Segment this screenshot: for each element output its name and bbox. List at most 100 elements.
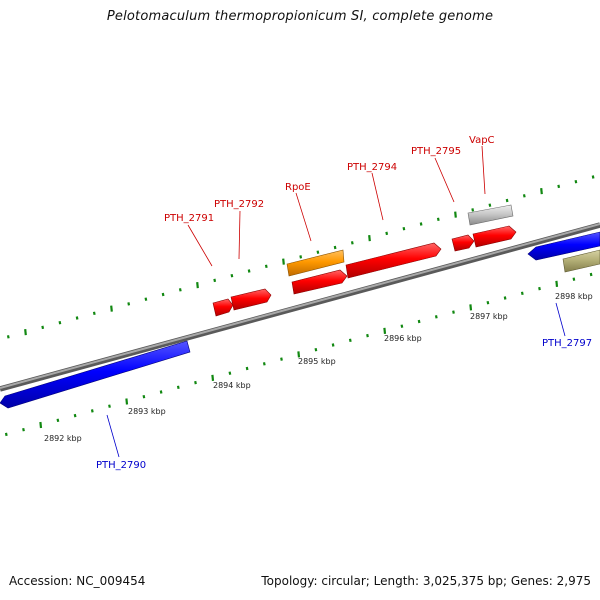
gene-label-pth-2792: PTH_2792 bbox=[214, 199, 264, 210]
reverse-strand-ticks bbox=[4, 272, 593, 437]
gene-label-pth-2791: PTH_2791 bbox=[164, 213, 214, 224]
minor-tick bbox=[434, 315, 438, 319]
minor-tick bbox=[230, 273, 234, 278]
minor-tick bbox=[22, 427, 25, 432]
minor-tick bbox=[262, 362, 266, 366]
minor-tick bbox=[92, 311, 96, 316]
minor-tick bbox=[178, 288, 182, 292]
gene-label-pth-2790: PTH_2790 bbox=[96, 460, 146, 471]
gene-label-rpoe: RpoE bbox=[285, 182, 311, 193]
minor-tick bbox=[417, 319, 421, 324]
scale-label-2894: 2894 kbp bbox=[213, 381, 251, 390]
gene-vapc[interactable] bbox=[472, 225, 517, 248]
minor-tick bbox=[505, 198, 509, 203]
gene-label-vapc: VapC bbox=[469, 135, 495, 146]
major-tick bbox=[297, 351, 301, 358]
minor-tick bbox=[228, 371, 232, 375]
minor-tick bbox=[299, 255, 303, 259]
minor-tick bbox=[350, 241, 354, 245]
minor-tick bbox=[4, 432, 8, 437]
minor-tick bbox=[400, 324, 404, 328]
minor-tick bbox=[194, 380, 197, 385]
major-tick bbox=[469, 304, 473, 311]
minor-tick bbox=[75, 316, 79, 320]
minor-tick bbox=[538, 286, 541, 291]
gene-rpoe[interactable] bbox=[291, 269, 348, 295]
scale-label-2898: 2898 kbp bbox=[555, 292, 593, 301]
major-tick bbox=[454, 211, 457, 218]
gene-unlabeled-olive[interactable] bbox=[562, 249, 600, 273]
scale-label-2897: 2897 kbp bbox=[470, 312, 508, 321]
minor-tick bbox=[280, 357, 283, 361]
minor-tick bbox=[213, 278, 217, 283]
accession-text: Accession: NC_009454 bbox=[9, 574, 146, 588]
minor-tick bbox=[348, 338, 352, 343]
gene-label-pth-2794: PTH_2794 bbox=[347, 162, 397, 173]
minor-tick bbox=[522, 194, 526, 198]
gene-label-pth-2795: PTH_2795 bbox=[411, 146, 461, 157]
scale-label-2893: 2893 kbp bbox=[128, 407, 166, 416]
minor-tick bbox=[591, 175, 595, 179]
minor-tick bbox=[419, 222, 423, 226]
gene-pth-2794[interactable] bbox=[345, 242, 442, 279]
minor-tick bbox=[73, 413, 77, 418]
minor-tick bbox=[436, 217, 440, 222]
minor-tick bbox=[245, 366, 249, 371]
minor-tick bbox=[247, 269, 251, 273]
minor-tick bbox=[589, 272, 593, 277]
minor-tick bbox=[486, 300, 490, 305]
gene-vapc-pseudo[interactable] bbox=[467, 204, 514, 226]
minor-tick bbox=[452, 310, 455, 314]
minor-tick bbox=[331, 343, 335, 347]
major-tick bbox=[125, 398, 129, 405]
forward-label-leaders bbox=[187, 145, 486, 267]
minor-tick bbox=[142, 394, 146, 399]
reverse-label-leaders bbox=[106, 302, 566, 458]
minor-tick bbox=[572, 277, 576, 281]
scale-label-2892: 2892 kbp bbox=[44, 434, 82, 443]
forward-strand-ticks bbox=[6, 175, 595, 339]
major-tick bbox=[383, 327, 387, 335]
gene-pth-2790[interactable] bbox=[0, 340, 191, 409]
minor-tick bbox=[503, 296, 507, 300]
minor-tick bbox=[41, 325, 45, 330]
minor-tick bbox=[127, 302, 131, 306]
minor-tick bbox=[574, 179, 578, 184]
minor-tick bbox=[314, 347, 318, 352]
genome-title: Pelotomaculum thermopropionicum SI, comp… bbox=[106, 9, 494, 24]
topology-text: Topology: circular; Length: 3,025,375 bp… bbox=[261, 574, 591, 588]
minor-tick bbox=[366, 333, 369, 338]
gene-pth-2797[interactable] bbox=[527, 231, 600, 261]
minor-tick bbox=[56, 418, 60, 423]
genome-backbone-highlight bbox=[0, 223, 600, 389]
major-tick bbox=[24, 328, 27, 336]
major-tick bbox=[211, 374, 215, 382]
minor-tick bbox=[471, 208, 475, 212]
major-tick bbox=[110, 305, 113, 312]
minor-tick bbox=[264, 264, 268, 269]
minor-tick bbox=[385, 231, 389, 236]
minor-tick bbox=[402, 226, 406, 231]
gene-label-pth-2797: PTH_2797 bbox=[542, 338, 592, 349]
scale-label-2895: 2895 kbp bbox=[298, 357, 336, 366]
major-tick bbox=[555, 280, 559, 288]
gene-pth-2792[interactable] bbox=[230, 288, 272, 311]
minor-tick bbox=[159, 390, 163, 394]
gene-rpoe-rna[interactable] bbox=[286, 249, 345, 277]
scale-label-2896: 2896 kbp bbox=[384, 334, 422, 343]
minor-tick bbox=[108, 404, 111, 408]
minor-tick bbox=[6, 335, 10, 339]
minor-tick bbox=[58, 320, 62, 325]
minor-tick bbox=[161, 292, 165, 297]
minor-tick bbox=[144, 297, 148, 301]
minor-tick bbox=[90, 409, 94, 413]
minor-tick bbox=[520, 291, 524, 296]
gene-pth-2795[interactable] bbox=[451, 234, 475, 252]
gene-pth-2791[interactable] bbox=[212, 298, 234, 317]
major-tick bbox=[39, 421, 43, 429]
minor-tick bbox=[316, 250, 320, 254]
minor-tick bbox=[557, 184, 561, 189]
major-tick bbox=[196, 281, 199, 289]
major-tick bbox=[368, 234, 371, 242]
